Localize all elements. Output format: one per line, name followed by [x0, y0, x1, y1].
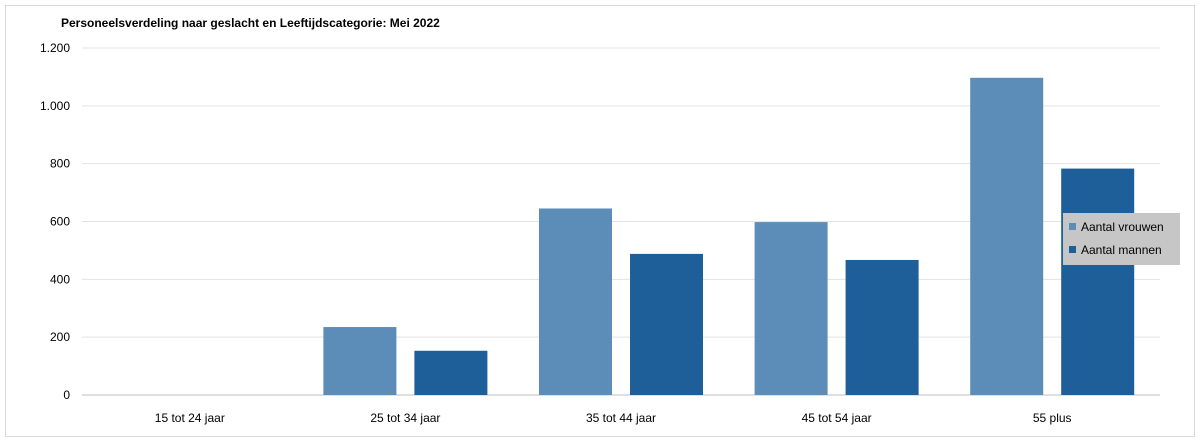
- chart-title: Personeelsverdeling naar geslacht en Lee…: [61, 16, 440, 30]
- y-tick-label: 1.200: [40, 41, 70, 55]
- bar: [970, 77, 1044, 395]
- x-axis: 15 tot 24 jaar 25 tot 34 jaar 35 tot 44 ja…: [155, 411, 1072, 425]
- x-tick-label: 55 plus: [1033, 411, 1072, 425]
- y-tick-label: 600: [50, 215, 70, 229]
- legend-label: Aantal vrouwen: [1081, 220, 1164, 234]
- bar: [323, 327, 397, 395]
- legend-label: Aantal mannen: [1081, 243, 1162, 257]
- y-tick-label: 800: [50, 157, 70, 171]
- bar: [539, 208, 612, 395]
- legend-box: [1063, 213, 1180, 265]
- y-axis: 0 200 400 600 800 1.000 1.200: [40, 41, 70, 402]
- legend: Aantal vrouwen Aantal mannen: [1063, 213, 1180, 265]
- y-tick-label: 200: [50, 330, 70, 344]
- y-tick-label: 0: [63, 388, 70, 402]
- bar: [1061, 168, 1135, 395]
- bars: [323, 77, 1135, 395]
- legend-swatch: [1069, 246, 1076, 253]
- bar: [754, 222, 828, 395]
- legend-swatch: [1069, 223, 1076, 230]
- bar: [845, 259, 919, 395]
- y-tick-label: 400: [50, 272, 70, 286]
- x-tick-label: 25 tot 34 jaar: [370, 411, 440, 425]
- y-tick-label: 1.000: [40, 99, 70, 113]
- bar: [414, 350, 488, 395]
- x-tick-label: 45 tot 54 jaar: [802, 411, 872, 425]
- bar: [630, 253, 703, 395]
- x-tick-label: 35 tot 44 jaar: [586, 411, 656, 425]
- x-tick-label: 15 tot 24 jaar: [155, 411, 225, 425]
